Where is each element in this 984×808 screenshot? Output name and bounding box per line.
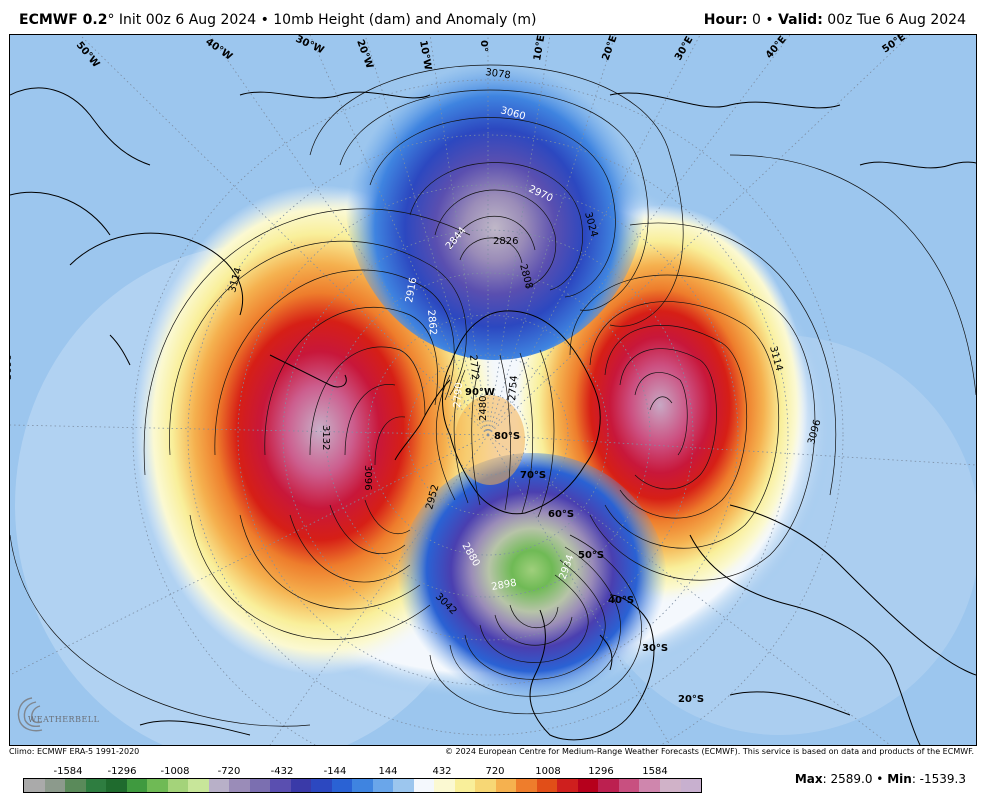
colorbar-swatch (311, 779, 332, 792)
colorbar-swatch (270, 779, 291, 792)
height-contours (10, 64, 976, 727)
map-panel[interactable]: 3078 3060 2970 3024 2844 2826 2808 2916 … (9, 34, 977, 746)
ecmwf-credit: © 2024 European Centre for Medium-Range … (445, 747, 974, 756)
colorbar-swatch (44, 779, 66, 792)
colorbar-label: 1008 (535, 766, 561, 777)
colorbar-label: 720 (485, 766, 505, 777)
contour-label: 2826 (493, 236, 518, 247)
contour-label: 2898 (491, 578, 518, 593)
latitude-label: 50°S (578, 550, 604, 561)
model-name: ECMWF 0.2 (19, 12, 108, 28)
contour-label: 2916 (404, 277, 419, 304)
climo-credit: Climo: ECMWF ERA-5 1991-2020 (9, 747, 140, 756)
colorbar-label: -1296 (107, 766, 137, 777)
colorbar-swatch (352, 779, 373, 792)
latitude-label: 70°S (520, 470, 546, 481)
colorbar-swatch (639, 779, 660, 792)
colorbar-swatch (85, 779, 107, 792)
longitude-label: 0° (478, 40, 489, 52)
contour-label: 2480 (478, 396, 489, 421)
colorbar-swatch (475, 779, 496, 792)
colorbar-label: -144 (323, 766, 347, 777)
contour-label: 3078 (485, 67, 512, 81)
colorbar-swatch (290, 779, 312, 792)
latitude-label: 40°S (608, 595, 634, 606)
colorbar-label: -1008 (160, 766, 190, 777)
colorbar-swatch (413, 779, 435, 792)
colorbar-swatch (454, 779, 476, 792)
colorbar-swatch (331, 779, 353, 792)
colorbar (23, 778, 702, 793)
colorbar-label: -432 (270, 766, 294, 777)
longitude-label: 90°W (465, 387, 495, 398)
contour-label: 2790 (452, 382, 465, 408)
valid-label: Valid: (778, 12, 823, 28)
latitude-label: 80°S (494, 431, 520, 442)
colorbar-swatch (680, 779, 702, 792)
contour-label: 2772 (467, 354, 480, 380)
min-label: Min (887, 772, 912, 786)
colorbar-swatch (393, 779, 414, 792)
colorbar-labels: -1584 -1296 -1008 -720 -432 -144 144 432 720 1008… (23, 766, 700, 778)
colorbar-swatch (188, 779, 209, 792)
weatherbell-logo (17, 697, 43, 732)
latitude-grid (132, 79, 844, 745)
colorbar-swatch (659, 779, 681, 792)
colorbar-swatch (106, 779, 127, 792)
latitude-label: 20°S (678, 694, 704, 705)
max-label: Max (794, 772, 823, 786)
latitude-labels: 80°S 70°S 60°S 50°S 40°S 30°S 20°S (494, 431, 704, 705)
contour-label: 3132 (320, 425, 331, 450)
colorbar-label: 1296 (588, 766, 614, 777)
colorbar-label: 1584 (642, 766, 668, 777)
colorbar-label: 144 (378, 766, 398, 777)
valid-value: 00z Tue 6 Aug 2024 (822, 12, 966, 28)
colorbar-swatch (495, 779, 517, 792)
colorbar-label: -1584 (53, 766, 83, 777)
contour-label: 3096 (362, 465, 373, 490)
map-title: ECMWF 0.2° Init 00z 6 Aug 2024 • 10mb He… (19, 12, 536, 28)
colorbar-swatch (434, 779, 455, 792)
colorbar-swatch (249, 779, 271, 792)
contour-label: 2754 (507, 375, 520, 401)
colorbar-swatch (167, 779, 189, 792)
contour-label: 2862 (425, 309, 438, 335)
hour-label: Hour: (703, 12, 748, 28)
longitude-grid (10, 35, 976, 745)
contour-label: 3096 (10, 355, 14, 380)
colorbar-swatch (24, 779, 45, 792)
longitude-label: 10°W (417, 40, 433, 71)
max-min-readout: Max: 2589.0 • Min: -1539.3 (795, 772, 966, 786)
colorbar-swatch (536, 779, 558, 792)
logo-text: WEATHERBELL (28, 715, 100, 724)
colorbar-swatch (577, 779, 599, 792)
colorbar-swatch (208, 779, 230, 792)
colorbar-swatch (372, 779, 394, 792)
colorbar-swatch (598, 779, 619, 792)
colorbar-label: 432 (432, 766, 452, 777)
colorbar-swatch (147, 779, 168, 792)
min-value: : -1539.3 (911, 772, 966, 786)
coastlines (10, 87, 976, 745)
title-description: ° Init 00z 6 Aug 2024 • 10mb Height (dam… (107, 12, 537, 28)
colorbar-swatch (618, 779, 640, 792)
valid-time: Hour: 0 • Valid: 00z Tue 6 Aug 2024 (704, 12, 966, 28)
colorbar-swatch (126, 779, 148, 792)
latitude-label: 60°S (548, 509, 574, 520)
colorbar-swatch (557, 779, 578, 792)
latitude-label: 30°S (642, 643, 668, 654)
hour-value: 0 • (747, 12, 779, 28)
longitude-label: 10°E (532, 35, 547, 62)
max-value: : 2589.0 • (822, 772, 888, 786)
colorbar-swatch (65, 779, 86, 792)
map-canvas: 3078 3060 2970 3024 2844 2826 2808 2916 … (10, 35, 976, 745)
colorbar-swatch (229, 779, 250, 792)
colorbar-label: -720 (217, 766, 241, 777)
colorbar-swatch (516, 779, 537, 792)
